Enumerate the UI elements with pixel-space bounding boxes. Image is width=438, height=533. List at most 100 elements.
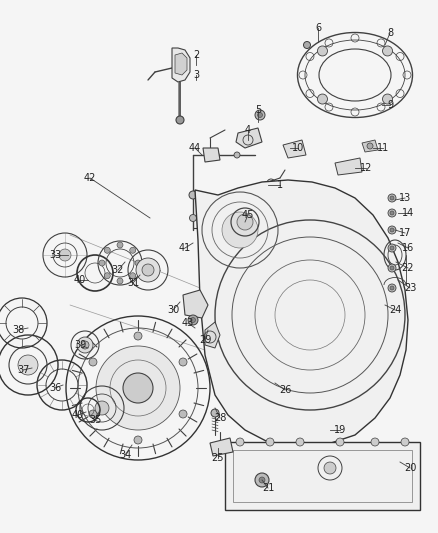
Circle shape — [211, 151, 219, 159]
Text: 20: 20 — [404, 463, 416, 473]
Circle shape — [255, 473, 269, 487]
Circle shape — [296, 438, 304, 446]
Circle shape — [255, 110, 265, 120]
Circle shape — [190, 214, 197, 222]
Circle shape — [237, 214, 253, 230]
Text: 43: 43 — [182, 318, 194, 328]
Circle shape — [390, 266, 394, 270]
Circle shape — [211, 409, 219, 417]
Text: 34: 34 — [119, 450, 131, 460]
Circle shape — [388, 194, 396, 202]
Text: 40: 40 — [72, 410, 84, 420]
Circle shape — [336, 438, 344, 446]
Polygon shape — [362, 140, 378, 152]
Text: 28: 28 — [214, 413, 226, 423]
Text: 24: 24 — [389, 305, 401, 315]
Polygon shape — [175, 53, 187, 75]
Text: 13: 13 — [399, 193, 411, 203]
Polygon shape — [183, 290, 208, 318]
Circle shape — [382, 94, 392, 104]
Circle shape — [117, 242, 123, 248]
Circle shape — [258, 112, 262, 117]
Circle shape — [136, 258, 160, 282]
Circle shape — [191, 318, 195, 322]
Circle shape — [318, 94, 328, 104]
Circle shape — [134, 332, 142, 340]
Circle shape — [123, 373, 153, 403]
Circle shape — [390, 196, 394, 200]
Circle shape — [130, 247, 136, 253]
Circle shape — [390, 246, 394, 250]
Circle shape — [388, 284, 396, 292]
Circle shape — [179, 358, 187, 366]
Circle shape — [134, 436, 142, 444]
Circle shape — [388, 264, 396, 272]
Text: 17: 17 — [399, 228, 411, 238]
Text: 14: 14 — [402, 208, 414, 218]
Circle shape — [81, 341, 89, 349]
Circle shape — [388, 226, 396, 234]
Circle shape — [234, 152, 240, 158]
Text: 45: 45 — [242, 210, 254, 220]
Polygon shape — [283, 140, 306, 158]
Circle shape — [390, 228, 394, 232]
Circle shape — [371, 438, 379, 446]
Polygon shape — [172, 48, 190, 82]
Polygon shape — [210, 438, 233, 456]
Circle shape — [99, 260, 105, 266]
Text: 23: 23 — [404, 283, 416, 293]
Text: 19: 19 — [334, 425, 346, 435]
Circle shape — [18, 355, 38, 375]
Circle shape — [324, 462, 336, 474]
Circle shape — [382, 46, 392, 56]
Circle shape — [388, 209, 396, 217]
Text: 1: 1 — [277, 180, 283, 190]
Circle shape — [117, 278, 123, 284]
Text: 32: 32 — [112, 265, 124, 275]
Polygon shape — [205, 322, 220, 348]
Text: 4: 4 — [245, 125, 251, 135]
Text: 11: 11 — [377, 143, 389, 153]
Text: 5: 5 — [255, 105, 261, 115]
Polygon shape — [195, 180, 408, 448]
Circle shape — [89, 358, 97, 366]
Text: 22: 22 — [402, 263, 414, 273]
Polygon shape — [225, 442, 420, 510]
Circle shape — [142, 264, 154, 276]
Text: 33: 33 — [49, 250, 61, 260]
Text: 9: 9 — [387, 100, 393, 110]
Circle shape — [189, 191, 197, 199]
Circle shape — [266, 438, 274, 446]
Circle shape — [304, 42, 311, 49]
Text: 26: 26 — [279, 385, 291, 395]
Circle shape — [318, 46, 328, 56]
Circle shape — [390, 286, 394, 290]
Text: 31: 31 — [127, 278, 139, 288]
Text: 41: 41 — [179, 243, 191, 253]
Text: 16: 16 — [402, 243, 414, 253]
Circle shape — [367, 143, 373, 149]
Text: 8: 8 — [387, 28, 393, 38]
Text: 6: 6 — [315, 23, 321, 33]
Circle shape — [222, 212, 258, 248]
Polygon shape — [236, 128, 262, 148]
Circle shape — [401, 438, 409, 446]
Circle shape — [188, 315, 198, 325]
Polygon shape — [335, 158, 362, 175]
Circle shape — [77, 337, 93, 353]
Text: 3: 3 — [193, 70, 199, 80]
Circle shape — [135, 260, 141, 266]
Text: 42: 42 — [84, 173, 96, 183]
Circle shape — [179, 410, 187, 418]
Circle shape — [130, 273, 136, 279]
Circle shape — [236, 438, 244, 446]
Text: 30: 30 — [167, 305, 179, 315]
Text: 12: 12 — [360, 163, 372, 173]
Text: 39: 39 — [74, 340, 86, 350]
Text: 36: 36 — [49, 383, 61, 393]
Text: 2: 2 — [193, 50, 199, 60]
Text: 10: 10 — [292, 143, 304, 153]
Text: 29: 29 — [199, 335, 211, 345]
Circle shape — [104, 247, 110, 253]
Polygon shape — [203, 148, 220, 162]
